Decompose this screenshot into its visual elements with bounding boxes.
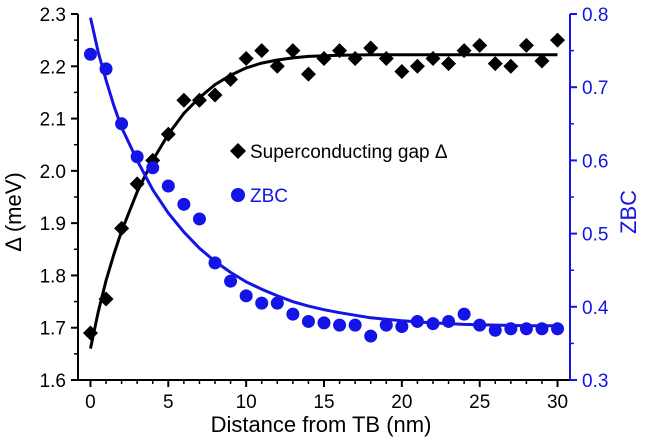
gap-data-point — [238, 50, 254, 66]
gap-data-point — [363, 40, 379, 56]
zbc-data-point — [208, 256, 222, 270]
gap-data-point — [378, 50, 394, 66]
gap-data-point — [176, 92, 192, 108]
x-tick-label: 20 — [391, 392, 412, 413]
legend-zbc-label: ZBC — [250, 186, 288, 207]
zbc-data-point — [99, 62, 113, 76]
zbc-data-point — [488, 323, 502, 337]
gap-data-point — [223, 71, 239, 87]
zbc-data-point — [519, 322, 533, 336]
gap-data-point — [129, 176, 145, 192]
legend: Superconducting gap Δ ZBC — [230, 142, 448, 207]
zbc-data-point — [426, 317, 440, 331]
zbc-data-point — [395, 320, 409, 334]
zbc-data-point — [442, 314, 456, 328]
gap-data-point — [160, 126, 176, 142]
y-axis-right-title: ZBC — [616, 190, 641, 234]
zbc-data-point — [317, 316, 331, 330]
x-tick-label: 10 — [236, 392, 257, 413]
legend-gap-marker — [230, 143, 246, 159]
zbc-data-point — [177, 197, 191, 211]
gap-data-point — [487, 56, 503, 72]
zbc-data-point — [255, 296, 269, 310]
y-left-tick-label: 1.8 — [40, 266, 66, 287]
y-left-tick-label: 2.0 — [40, 162, 66, 183]
zbc-data-point — [270, 296, 284, 310]
y-right-tick-label: 0.8 — [582, 5, 608, 26]
gap-data-point — [82, 325, 98, 341]
zbc-data-point — [286, 307, 300, 321]
gap-data-point — [472, 37, 488, 53]
gap-data-point — [550, 32, 566, 48]
gap-data-point — [332, 43, 348, 59]
gap-data-point — [254, 43, 270, 59]
x-tick-label: 5 — [163, 392, 174, 413]
fit-lines — [89, 17, 558, 349]
zbc-data-point — [333, 318, 347, 332]
zbc-data-point — [473, 318, 487, 332]
y-right-tick-label: 0.6 — [582, 151, 608, 172]
y-right-tick-label: 0.3 — [582, 371, 608, 392]
gap-data-point — [425, 50, 441, 66]
zbc-data-point — [301, 314, 315, 328]
x-tick-label: 25 — [469, 392, 490, 413]
zbc-data-point — [146, 161, 160, 175]
zbc-data-point — [224, 274, 238, 288]
y-left-tick-label: 1.7 — [40, 319, 66, 340]
y-right-tick-label: 0.4 — [582, 298, 609, 319]
gap-data-point — [269, 58, 285, 74]
gap-data-point — [347, 50, 363, 66]
gap-data-point — [98, 291, 114, 307]
x-axis-title: Distance from TB (nm) — [211, 412, 432, 437]
x-tick-label: 0 — [85, 392, 96, 413]
x-tick-label: 30 — [547, 392, 568, 413]
gap-data-point — [191, 92, 207, 108]
gap-data-point — [409, 58, 425, 74]
legend-gap-label: Superconducting gap Δ — [250, 142, 448, 163]
y-left-tick-label: 1.9 — [40, 214, 66, 235]
zbc-data-point — [83, 47, 97, 61]
axes: 0 5 10 15 20 25 30 1.6 1.7 1.8 1.9 2.0 2.1 2.2 2.3 0.3 0… — [40, 5, 609, 413]
y-left-tick-label: 2.1 — [40, 110, 66, 131]
x-tick-label: 15 — [313, 392, 334, 413]
gap-data-point — [534, 53, 550, 69]
gap-data-point — [503, 58, 519, 74]
y-right-tick-label: 0.7 — [582, 78, 608, 99]
y-left-tick-label: 2.2 — [40, 57, 66, 78]
data-markers — [82, 32, 566, 343]
zbc-data-point — [410, 314, 424, 328]
zbc-data-point — [551, 322, 565, 336]
zbc-data-point — [535, 322, 549, 336]
y-axis-left-title: Δ (meV) — [1, 172, 26, 251]
zbc-data-point — [504, 322, 518, 336]
gap-data-point — [394, 64, 410, 80]
zbc-data-point — [161, 179, 175, 193]
y-left-tick-label: 1.6 — [40, 371, 66, 392]
y-right-tick-label: 0.5 — [582, 225, 608, 246]
legend-zbc-marker — [231, 188, 245, 202]
gap-data-point — [207, 87, 223, 103]
zbc-data-point — [379, 318, 393, 332]
gap-data-point — [114, 220, 130, 236]
zbc-data-point — [457, 307, 471, 321]
zbc-data-point — [192, 212, 206, 226]
gap-data-point — [300, 66, 316, 82]
zbc-data-point — [115, 117, 129, 131]
zbc-data-point — [239, 289, 253, 303]
gap-data-point — [518, 37, 534, 53]
gap-data-point — [316, 50, 332, 66]
gap-data-point — [285, 43, 301, 59]
gap-data-point — [441, 56, 457, 72]
zbc-data-point — [348, 318, 362, 332]
y-left-tick-label: 2.3 — [40, 5, 66, 26]
zbc-data-point — [130, 150, 144, 164]
zbc-data-point — [364, 329, 378, 343]
gap-data-point — [456, 43, 472, 59]
